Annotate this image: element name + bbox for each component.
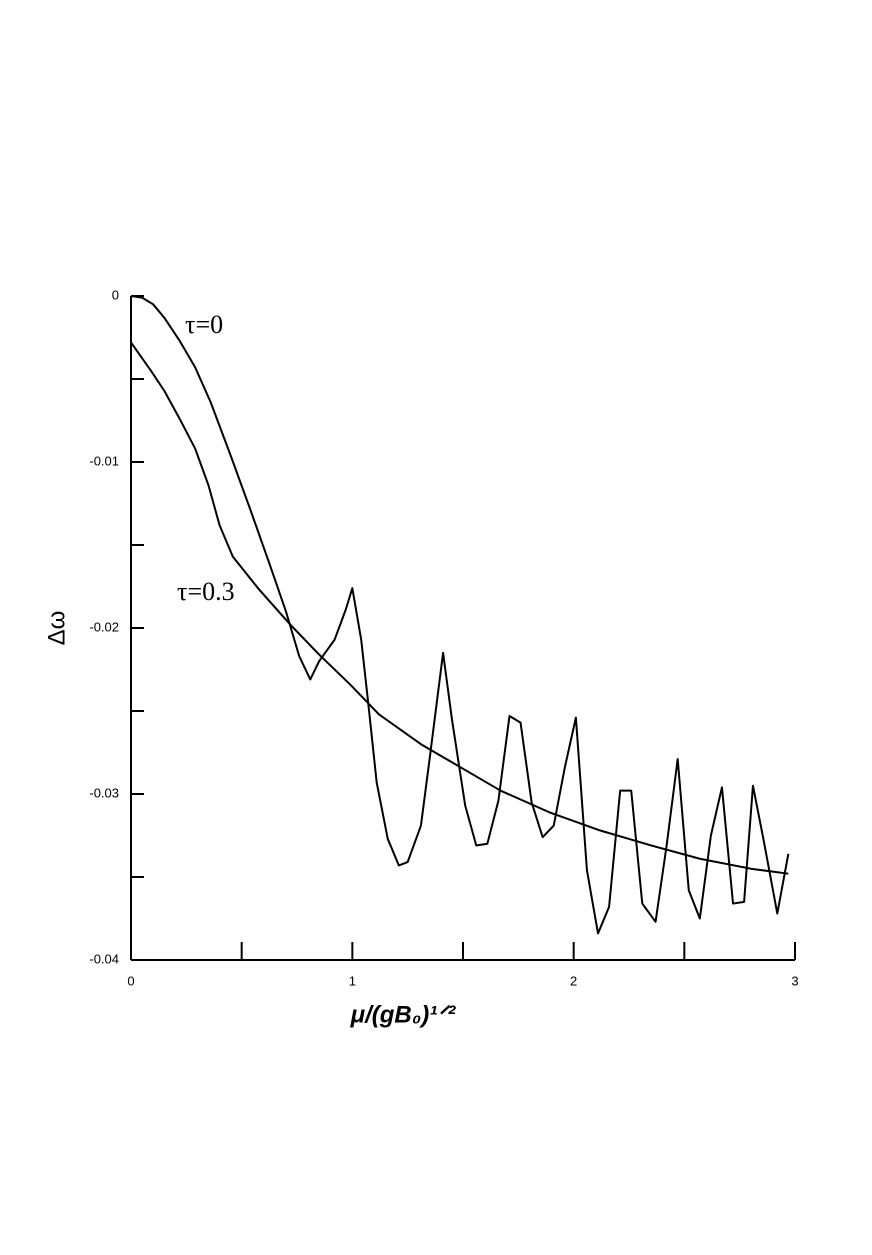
series-label: τ=0.3 <box>177 577 235 606</box>
y-tick-label: -0.02 <box>89 619 119 634</box>
x-axis-label: μ/(gB₀)¹ᐟ² <box>350 1001 457 1028</box>
y-tick-label: -0.04 <box>89 951 119 966</box>
series-label: τ=0 <box>185 310 223 339</box>
x-tick-label: 3 <box>791 973 798 988</box>
series-line <box>130 341 789 875</box>
y-axis-label: Δω <box>43 611 70 646</box>
y-tick-label: 0 <box>112 287 119 302</box>
x-tick-label: 0 <box>127 973 134 988</box>
x-tick-label: 2 <box>570 973 577 988</box>
y-tick-label: -0.01 <box>89 453 119 468</box>
series-line <box>130 295 790 935</box>
x-tick-label: 1 <box>349 973 356 988</box>
y-tick-label: -0.03 <box>89 785 119 800</box>
